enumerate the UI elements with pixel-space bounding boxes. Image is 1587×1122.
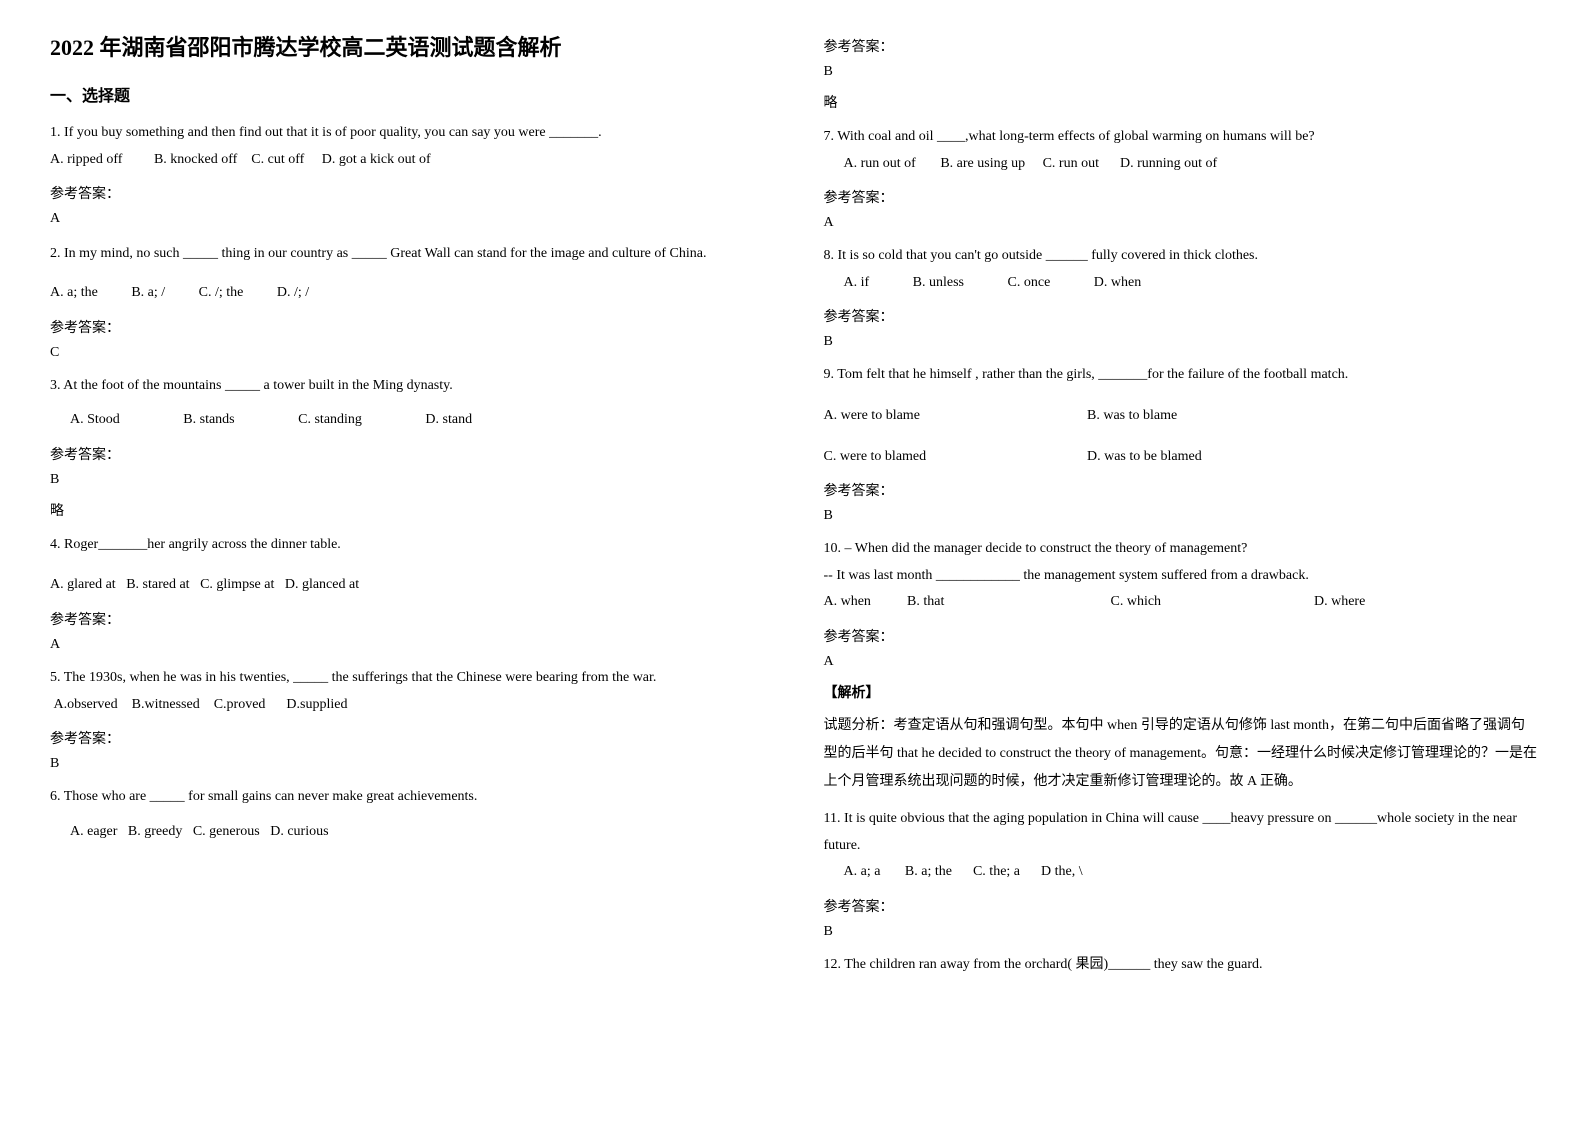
document-title: 2022 年湖南省邵阳市腾达学校高二英语测试题含解析: [50, 30, 764, 62]
q8-opt-d: D. when: [1094, 270, 1141, 297]
q8-opt-b: B. unless: [913, 270, 964, 297]
q9-opt-d: D. was to be blamed: [1087, 449, 1202, 464]
q12-stem: 12. The children ran away from the orcha…: [824, 952, 1538, 979]
q10-opt-b: B. that: [907, 589, 1107, 616]
q4-answer: A: [50, 637, 764, 653]
q9-answer: B: [824, 508, 1538, 524]
analysis-label: 【解析】: [824, 682, 1538, 702]
q1-options: A. ripped off B. knocked off C. cut off …: [50, 147, 764, 174]
question-5: 5. The 1930s, when he was in his twentie…: [50, 665, 764, 718]
q9-opt-b: B. was to blame: [1087, 408, 1177, 423]
question-6: 6. Those who are _____ for small gains c…: [50, 784, 764, 845]
answer-label: 参考答案：: [824, 896, 1538, 916]
q8-answer: B: [824, 334, 1538, 350]
question-4: 4. Roger_______her angrily across the di…: [50, 532, 764, 599]
answer-label: 参考答案：: [50, 728, 764, 748]
question-8: 8. It is so cold that you can't go outsi…: [824, 243, 1538, 296]
section-heading: 一、选择题: [50, 82, 764, 106]
q3-opt-c: C. standing: [298, 407, 362, 434]
q7-options: A. run out of B. are using up C. run out…: [844, 151, 1538, 178]
q2-opt-b: B. a; /: [131, 280, 165, 307]
answer-label: 参考答案：: [824, 480, 1538, 500]
left-column: 2022 年湖南省邵阳市腾达学校高二英语测试题含解析 一、选择题 1. If y…: [50, 30, 764, 988]
q7-answer: A: [824, 215, 1538, 231]
q2-options: A. a; the B. a; / C. /; the D. /; /: [50, 280, 764, 307]
question-11: 11. It is quite obvious that the aging p…: [824, 806, 1538, 886]
q6-note: 略: [824, 92, 1538, 112]
q5-options: A.observed B.witnessed C.proved D.suppli…: [50, 692, 764, 719]
q7-stem: 7. With coal and oil ____,what long-term…: [824, 124, 1538, 151]
q3-note: 略: [50, 500, 764, 520]
q10-opt-c: C. which: [1111, 589, 1311, 616]
answer-label: 参考答案：: [824, 187, 1538, 207]
q1-answer: A: [50, 211, 764, 227]
q10-options: A. when B. that C. which D. where: [824, 589, 1538, 616]
q9-options-row2: C. were to blamed D. was to be blamed: [824, 444, 1538, 471]
question-10: 10. – When did the manager decide to con…: [824, 536, 1538, 616]
answer-label: 参考答案：: [824, 36, 1538, 56]
q3-stem: 3. At the foot of the mountains _____ a …: [50, 373, 764, 400]
q8-opt-a: A. if: [844, 270, 870, 297]
q6-stem: 6. Those who are _____ for small gains c…: [50, 784, 764, 811]
page-container: 2022 年湖南省邵阳市腾达学校高二英语测试题含解析 一、选择题 1. If y…: [50, 30, 1537, 988]
question-1: 1. If you buy something and then find ou…: [50, 120, 764, 173]
right-column: 参考答案： B 略 7. With coal and oil ____,what…: [824, 30, 1538, 988]
q10-stem2: -- It was last month ____________ the ma…: [824, 563, 1538, 590]
question-7: 7. With coal and oil ____,what long-term…: [824, 124, 1538, 177]
question-2: 2. In my mind, no such _____ thing in ou…: [50, 239, 764, 306]
q4-options: A. glared at B. stared at C. glimpse at …: [50, 572, 764, 599]
q3-opt-d: D. stand: [425, 407, 472, 434]
q2-answer: C: [50, 345, 764, 361]
q2-opt-d: D. /; /: [277, 280, 309, 307]
q9-options-row1: A. were to blame B. was to blame: [824, 403, 1538, 430]
q2-opt-c: C. /; the: [199, 280, 244, 307]
q3-opt-a: A. Stood: [70, 407, 120, 434]
answer-label: 参考答案：: [824, 626, 1538, 646]
q10-opt-a: A. when: [824, 589, 904, 616]
q5-stem: 5. The 1930s, when he was in his twentie…: [50, 665, 764, 692]
q10-opt-d: D. where: [1314, 594, 1365, 609]
answer-label: 参考答案：: [824, 306, 1538, 326]
q11-stem: 11. It is quite obvious that the aging p…: [824, 806, 1538, 859]
answer-label: 参考答案：: [50, 317, 764, 337]
q8-stem: 8. It is so cold that you can't go outsi…: [824, 243, 1538, 270]
q11-options: A. a; a B. a; the C. the; a D the, \: [844, 859, 1538, 886]
q9-opt-a: A. were to blame: [824, 403, 1084, 430]
answer-label: 参考答案：: [50, 444, 764, 464]
q1-stem: 1. If you buy something and then find ou…: [50, 120, 764, 147]
answer-label: 参考答案：: [50, 609, 764, 629]
q4-stem: 4. Roger_______her angrily across the di…: [50, 532, 764, 559]
q8-options: A. if B. unless C. once D. when: [844, 270, 1538, 297]
q2-stem: 2. In my mind, no such _____ thing in ou…: [50, 239, 764, 270]
q8-opt-c: C. once: [1008, 270, 1051, 297]
q9-stem: 9. Tom felt that he himself , rather tha…: [824, 362, 1538, 389]
q3-options: A. Stood B. stands C. standing D. stand: [70, 407, 764, 434]
q5-answer: B: [50, 756, 764, 772]
q10-analysis: 试题分析：考查定语从句和强调句型。本句中 when 引导的定语从句修饰 last…: [824, 712, 1538, 796]
question-9: 9. Tom felt that he himself , rather tha…: [824, 362, 1538, 470]
q9-opt-c: C. were to blamed: [824, 444, 1084, 471]
question-3: 3. At the foot of the mountains _____ a …: [50, 373, 764, 434]
q2-opt-a: A. a; the: [50, 280, 98, 307]
q3-opt-b: B. stands: [183, 407, 234, 434]
q6-answer: B: [824, 64, 1538, 80]
answer-label: 参考答案：: [50, 183, 764, 203]
q6-options: A. eager B. greedy C. generous D. curiou…: [70, 819, 764, 846]
q11-answer: B: [824, 924, 1538, 940]
q10-stem1: 10. – When did the manager decide to con…: [824, 536, 1538, 563]
q10-answer: A: [824, 654, 1538, 670]
q3-answer: B: [50, 472, 764, 488]
question-12: 12. The children ran away from the orcha…: [824, 952, 1538, 979]
